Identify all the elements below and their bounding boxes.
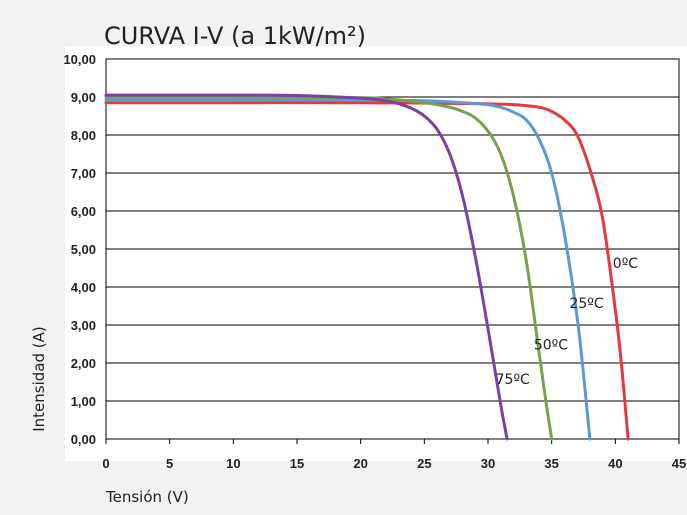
series-line-3 — [104, 93, 509, 441]
y-tick-label: 5,00 — [71, 242, 96, 257]
x-tick-label: 5 — [166, 456, 173, 471]
y-tick-label: 6,00 — [71, 204, 96, 219]
y-axis-label: Intensidad (A) — [30, 326, 48, 432]
series-label-1: 25ºC — [569, 296, 603, 312]
x-tick-label: 30 — [481, 456, 495, 471]
series-label-2: 50ºC — [534, 338, 568, 354]
series-label-3: 75ºC — [496, 372, 530, 388]
x-axis-label: Tensión (V) — [105, 488, 189, 506]
x-tick-label: 20 — [353, 456, 367, 471]
x-tick-label: 10 — [226, 456, 240, 471]
plot-background — [65, 46, 687, 461]
x-tick-label: 35 — [544, 456, 558, 471]
y-tick-label: 7,00 — [71, 166, 96, 181]
series-line-1 — [104, 98, 592, 441]
y-tick-label: 3,00 — [71, 318, 96, 333]
y-tick-label: 10,00 — [63, 52, 96, 67]
y-tick-label: 2,00 — [71, 356, 96, 371]
x-tick-label: 25 — [417, 456, 431, 471]
x-tick-label: 45 — [672, 456, 686, 471]
series-line-0 — [104, 101, 630, 441]
y-tick-label: 8,00 — [71, 128, 96, 143]
x-tick-label: 0 — [102, 456, 109, 471]
y-tick-label: 1,00 — [71, 394, 96, 409]
x-tick-label: 15 — [290, 456, 304, 471]
y-tick-label: 4,00 — [71, 280, 96, 295]
y-tick-label: 9,00 — [71, 90, 96, 105]
x-tick-label: 40 — [608, 456, 622, 471]
chart-title: CURVA I-V (a 1kW/m²) — [104, 22, 366, 50]
series-label-0: 0ºC — [613, 256, 639, 272]
y-tick-label: 0,00 — [71, 432, 96, 447]
